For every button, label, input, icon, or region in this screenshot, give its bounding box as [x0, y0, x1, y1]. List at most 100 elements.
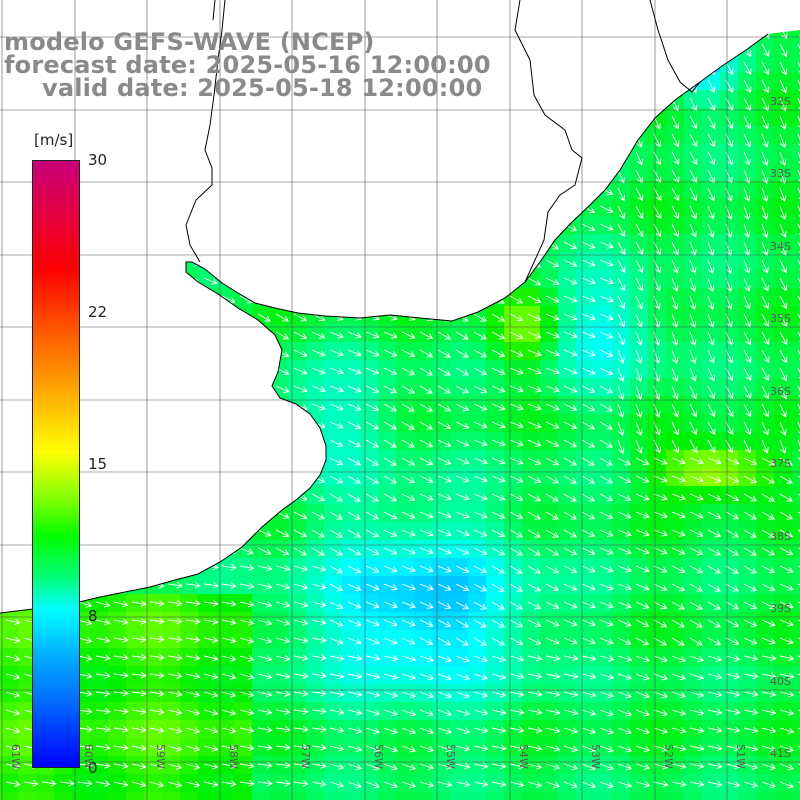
wind-arrow	[527, 511, 541, 520]
wind-arrow	[761, 672, 777, 680]
wind-speed-cell	[0, 792, 19, 800]
wind-speed-cell	[594, 792, 613, 800]
wind-arrow	[365, 583, 380, 591]
wind-speed-cell	[756, 288, 775, 307]
wind-speed-cell	[468, 594, 487, 613]
wind-arrow	[113, 707, 129, 715]
wind-speed-cell	[396, 378, 415, 397]
wind-arrow	[509, 601, 523, 610]
wind-speed-cell	[576, 792, 595, 800]
wind-speed-cell	[126, 594, 145, 613]
wind-speed-cell	[414, 396, 433, 415]
wind-speed-cell	[612, 414, 631, 433]
wind-arrow	[671, 529, 686, 537]
wind-arrow	[707, 187, 715, 202]
wind-arrow	[563, 421, 578, 430]
wind-arrow	[419, 727, 434, 735]
wind-speed-cell	[540, 648, 559, 667]
wind-arrow	[419, 439, 434, 448]
wind-speed-cell	[378, 396, 397, 415]
wind-arrow	[599, 529, 614, 537]
wind-arrow	[383, 781, 398, 789]
wind-speed-cell	[270, 738, 289, 757]
wind-arrow	[599, 331, 614, 339]
wind-speed-cell	[432, 792, 451, 800]
wind-arrow	[617, 475, 632, 484]
wind-speed-cell	[180, 792, 199, 800]
wind-arrow	[725, 781, 741, 788]
wind-speed-cell	[702, 432, 721, 451]
wind-arrow	[545, 367, 560, 375]
wind-arrow	[185, 617, 201, 625]
wind-arrow	[563, 547, 578, 556]
wind-speed-cell	[774, 252, 793, 271]
wind-speed-cell	[756, 522, 775, 541]
wind-speed-cell	[666, 594, 685, 613]
wind-speed-cell	[180, 594, 199, 613]
wind-arrow	[581, 529, 596, 538]
wind-arrow	[563, 565, 578, 574]
wind-arrow	[329, 637, 344, 645]
wind-arrow	[743, 565, 757, 574]
wind-arrow	[383, 511, 398, 520]
wind-arrow	[203, 618, 219, 625]
wind-arrow	[707, 619, 721, 628]
wind-speed-cell	[720, 180, 739, 199]
wind-arrow	[239, 582, 255, 590]
colorbar-tick-label: 30	[88, 151, 108, 169]
wind-arrow	[455, 367, 469, 376]
wind-speed-cell	[774, 126, 793, 145]
wind-speed-cell	[324, 558, 343, 577]
wind-speed-cell	[252, 720, 271, 739]
wind-speed-cell	[324, 504, 343, 523]
wind-arrow	[329, 619, 344, 627]
wind-arrow	[689, 223, 697, 238]
wind-speed-cell	[792, 378, 800, 397]
wind-arrow	[635, 583, 650, 591]
wind-arrow	[149, 690, 165, 697]
wind-arrow	[635, 763, 651, 770]
wind-arrow	[707, 457, 722, 465]
wind-arrow	[203, 654, 219, 662]
wind-speed-cell	[108, 594, 127, 613]
wind-speed-cell	[486, 774, 505, 793]
wind-arrow	[761, 295, 770, 310]
wind-arrow	[671, 637, 685, 646]
wind-arrow	[779, 133, 787, 148]
wind-arrow	[635, 151, 643, 166]
wind-speed-cell	[558, 468, 577, 487]
wind-speed-cell	[792, 756, 800, 775]
wind-arrow	[599, 457, 613, 466]
wind-arrow	[221, 727, 237, 734]
wind-arrow	[329, 726, 345, 734]
wind-speed-cell	[252, 792, 271, 800]
wind-arrow	[455, 421, 470, 429]
wind-arrow	[509, 457, 524, 465]
wind-arrow	[779, 457, 793, 466]
colorbar-tick-label: 15	[88, 455, 108, 473]
wind-speed-cell	[702, 306, 721, 325]
wind-arrow	[23, 780, 39, 787]
wind-arrow	[347, 708, 363, 716]
wind-speed-cell	[306, 756, 325, 775]
wind-arrow	[491, 313, 505, 322]
wind-arrow	[779, 690, 795, 698]
wind-arrow	[239, 726, 255, 734]
wind-arrow	[275, 690, 291, 698]
wind-arrow	[455, 637, 469, 646]
wind-arrow	[545, 601, 560, 609]
wind-speed-cell	[684, 234, 703, 253]
wind-arrow	[293, 690, 309, 697]
wind-arrow	[203, 780, 219, 788]
wind-arrow	[635, 511, 650, 519]
wind-arrow	[743, 690, 759, 698]
wind-arrow	[239, 691, 255, 698]
wind-speed-cell	[612, 792, 631, 800]
wind-arrow	[491, 547, 506, 556]
wind-speed-cell	[18, 756, 37, 775]
wind-arrow	[419, 511, 434, 519]
wind-speed-cell	[450, 792, 469, 800]
wind-speed-cell	[720, 396, 739, 415]
wind-arrow	[761, 781, 777, 789]
wind-speed-cell	[702, 216, 721, 235]
